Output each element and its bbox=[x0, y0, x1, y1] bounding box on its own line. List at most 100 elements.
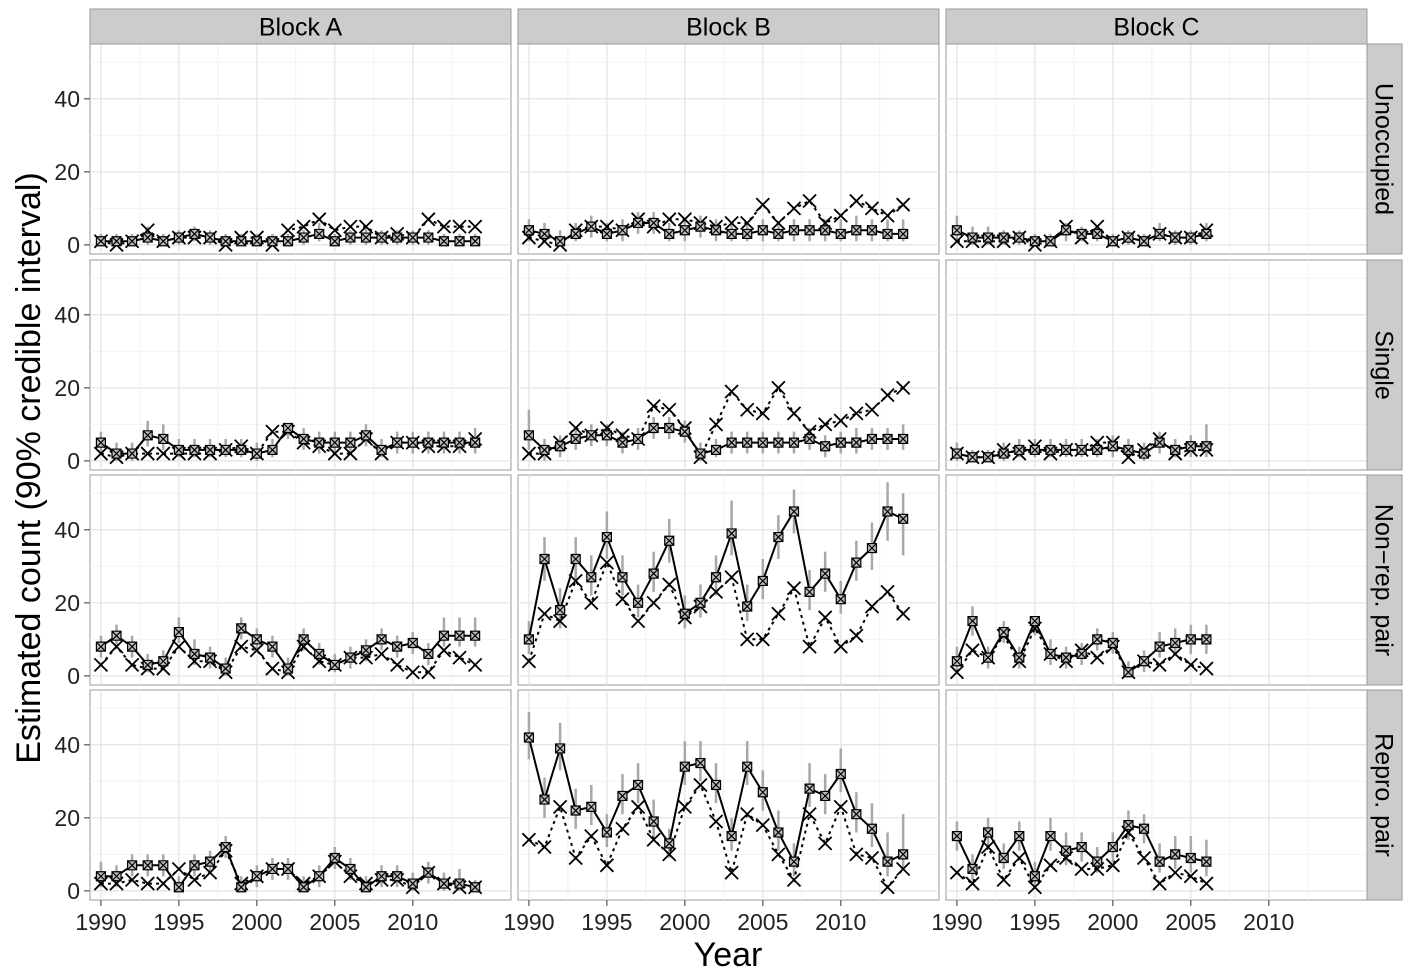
observed-point bbox=[421, 665, 436, 680]
estimate-point bbox=[1076, 444, 1087, 456]
y-tick-label: 0 bbox=[67, 663, 80, 689]
observed-point bbox=[521, 446, 537, 461]
observed-point bbox=[615, 821, 630, 836]
observed-point bbox=[1012, 850, 1027, 866]
estimate-point bbox=[632, 217, 644, 229]
estimate-point bbox=[726, 830, 737, 842]
observed-point bbox=[552, 613, 568, 629]
observed-point bbox=[390, 657, 405, 673]
estimate-point bbox=[360, 430, 372, 441]
estimate-point bbox=[951, 448, 963, 459]
observed-point bbox=[537, 839, 552, 855]
observed-point bbox=[802, 193, 817, 209]
estimate-point bbox=[664, 228, 675, 240]
column-strip bbox=[89, 8, 512, 45]
estimate-point bbox=[617, 790, 628, 802]
estimate-point bbox=[835, 594, 846, 605]
estimate-point bbox=[1138, 823, 1150, 834]
estimate-point bbox=[470, 882, 481, 893]
estimate-point bbox=[757, 437, 768, 448]
column-strip bbox=[945, 8, 1368, 45]
estimate-point bbox=[1138, 448, 1150, 459]
estimate-point bbox=[695, 757, 706, 769]
estimate-point bbox=[617, 437, 628, 448]
estimate-point bbox=[742, 437, 753, 448]
estimate-point bbox=[407, 437, 418, 448]
observed-point bbox=[833, 413, 848, 428]
estimate-point bbox=[835, 228, 846, 240]
estimate-point bbox=[111, 448, 122, 459]
observed-point bbox=[452, 219, 467, 234]
estimate-point bbox=[983, 232, 994, 243]
estimate-point bbox=[423, 232, 434, 243]
observed-point bbox=[755, 817, 770, 833]
estimate-point bbox=[1107, 236, 1118, 247]
observed-point bbox=[880, 387, 895, 403]
estimate-point bbox=[773, 827, 784, 838]
observed-point bbox=[312, 212, 327, 227]
estimate-point bbox=[773, 531, 784, 543]
observed-point bbox=[662, 402, 677, 417]
estimate-point bbox=[648, 816, 659, 827]
estimate-point bbox=[539, 794, 550, 805]
estimate-point bbox=[329, 437, 340, 448]
observed-point bbox=[980, 839, 996, 855]
panel-bg bbox=[89, 689, 512, 901]
observed-point bbox=[171, 861, 187, 877]
estimate-point bbox=[423, 867, 434, 878]
observed-point bbox=[786, 201, 802, 216]
estimate-point bbox=[555, 236, 566, 247]
observed-point bbox=[374, 646, 389, 662]
y-tick-label: 40 bbox=[54, 517, 80, 543]
estimate-point bbox=[820, 225, 831, 236]
observed-point bbox=[630, 799, 646, 815]
observed-point bbox=[265, 661, 280, 676]
estimate-point bbox=[95, 437, 107, 448]
estimate-point bbox=[726, 228, 737, 240]
observed-point bbox=[786, 872, 802, 888]
estimate-point bbox=[632, 597, 644, 608]
observed-point bbox=[93, 446, 109, 461]
estimate-point bbox=[392, 232, 403, 243]
estimate-point bbox=[555, 605, 566, 616]
y-tick-label: 40 bbox=[54, 86, 80, 112]
estimate-point bbox=[664, 535, 675, 546]
observed-point bbox=[615, 592, 630, 607]
estimate-point bbox=[282, 236, 294, 247]
observed-point bbox=[771, 380, 786, 395]
estimate-point bbox=[835, 768, 846, 780]
estimate-point bbox=[898, 433, 909, 445]
x-tick-label: 1990 bbox=[931, 909, 982, 935]
estimate-point bbox=[898, 228, 909, 240]
estimate-point bbox=[788, 506, 800, 517]
observed-point bbox=[436, 219, 452, 234]
panel-series bbox=[93, 836, 483, 895]
observed-point bbox=[724, 215, 739, 231]
estimate-point bbox=[454, 630, 465, 641]
estimate-point bbox=[1170, 849, 1181, 860]
observed-point bbox=[1199, 661, 1214, 676]
observed-point bbox=[740, 807, 755, 822]
estimate-point bbox=[204, 444, 216, 456]
observed-point bbox=[802, 639, 817, 654]
estimate-point bbox=[804, 586, 815, 597]
observed-point bbox=[740, 402, 755, 417]
estimate-point bbox=[470, 437, 481, 448]
estimate-point bbox=[204, 232, 216, 243]
estimate-point bbox=[345, 863, 356, 875]
x-tick-label: 2005 bbox=[737, 909, 788, 935]
observed-point bbox=[724, 384, 739, 399]
observed-point bbox=[693, 777, 708, 793]
estimate-point bbox=[998, 448, 1009, 459]
observed-point bbox=[833, 639, 848, 654]
estimate-point bbox=[1029, 615, 1040, 627]
estimate-point bbox=[1154, 856, 1165, 867]
y-tick-label: 0 bbox=[67, 232, 80, 258]
estimate-point bbox=[1123, 820, 1134, 831]
observed-point bbox=[849, 193, 864, 209]
estimate-point bbox=[601, 531, 612, 543]
estimate-point bbox=[329, 236, 340, 247]
observed-point bbox=[140, 876, 155, 891]
estimate-point bbox=[773, 228, 784, 240]
observed-point bbox=[771, 215, 786, 231]
